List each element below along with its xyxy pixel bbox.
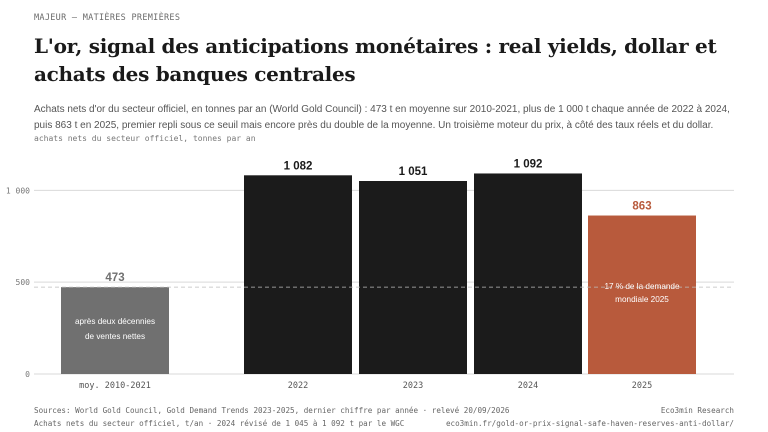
- x-tick-label: 2024: [518, 381, 538, 391]
- revision-note: Achats nets du secteur officiel, t/an · …: [34, 419, 405, 428]
- data-label: 1 082: [284, 160, 313, 172]
- article-url[interactable]: eco3min.fr/gold-or-prix-signal-safe-have…: [445, 419, 734, 428]
- source-note: Sources: World Gold Council, Gold Demand…: [34, 406, 510, 415]
- bar: [61, 287, 169, 374]
- bar: [474, 173, 582, 374]
- y-tick-label: 1 000: [6, 186, 30, 195]
- bar-chart: 0 500 1 000 473 moy. 2010-2021 1 082 2022 1 051…: [6, 158, 734, 391]
- kicker: MAJEUR — MATIÈRES PREMIÈRES: [34, 13, 181, 23]
- x-tick-label: moy. 2010-2021: [79, 381, 151, 391]
- bar-annotation: de ventes nettes: [85, 332, 145, 341]
- data-label: 1 092: [514, 158, 543, 170]
- x-tick-label: 2022: [288, 381, 308, 391]
- bar-annotation: 17 % de la demande: [604, 282, 680, 291]
- x-tick-label: 2025: [632, 381, 652, 391]
- bar: [359, 180, 467, 374]
- x-tick-label: 2023: [403, 381, 423, 391]
- publisher-name: Eco3min Research: [660, 406, 734, 415]
- bar-annotation: après deux décennies: [75, 317, 155, 326]
- bar: [588, 215, 696, 374]
- bar: [244, 175, 352, 374]
- y-tick-label: 500: [16, 278, 31, 287]
- data-label: 1 051: [399, 166, 428, 178]
- data-label: 863: [632, 201, 651, 213]
- y-tick-label: 0: [25, 370, 30, 379]
- page-title: L'or, signal des anticipations monétaire…: [34, 34, 717, 86]
- y-axis-label: achats nets du secteur officiel, tonnes …: [34, 134, 256, 143]
- bar-annotation: mondiale 2025: [615, 295, 669, 304]
- subtitle: Achats nets d'or du secteur officiel, en…: [34, 104, 730, 131]
- data-label: 473: [105, 272, 124, 284]
